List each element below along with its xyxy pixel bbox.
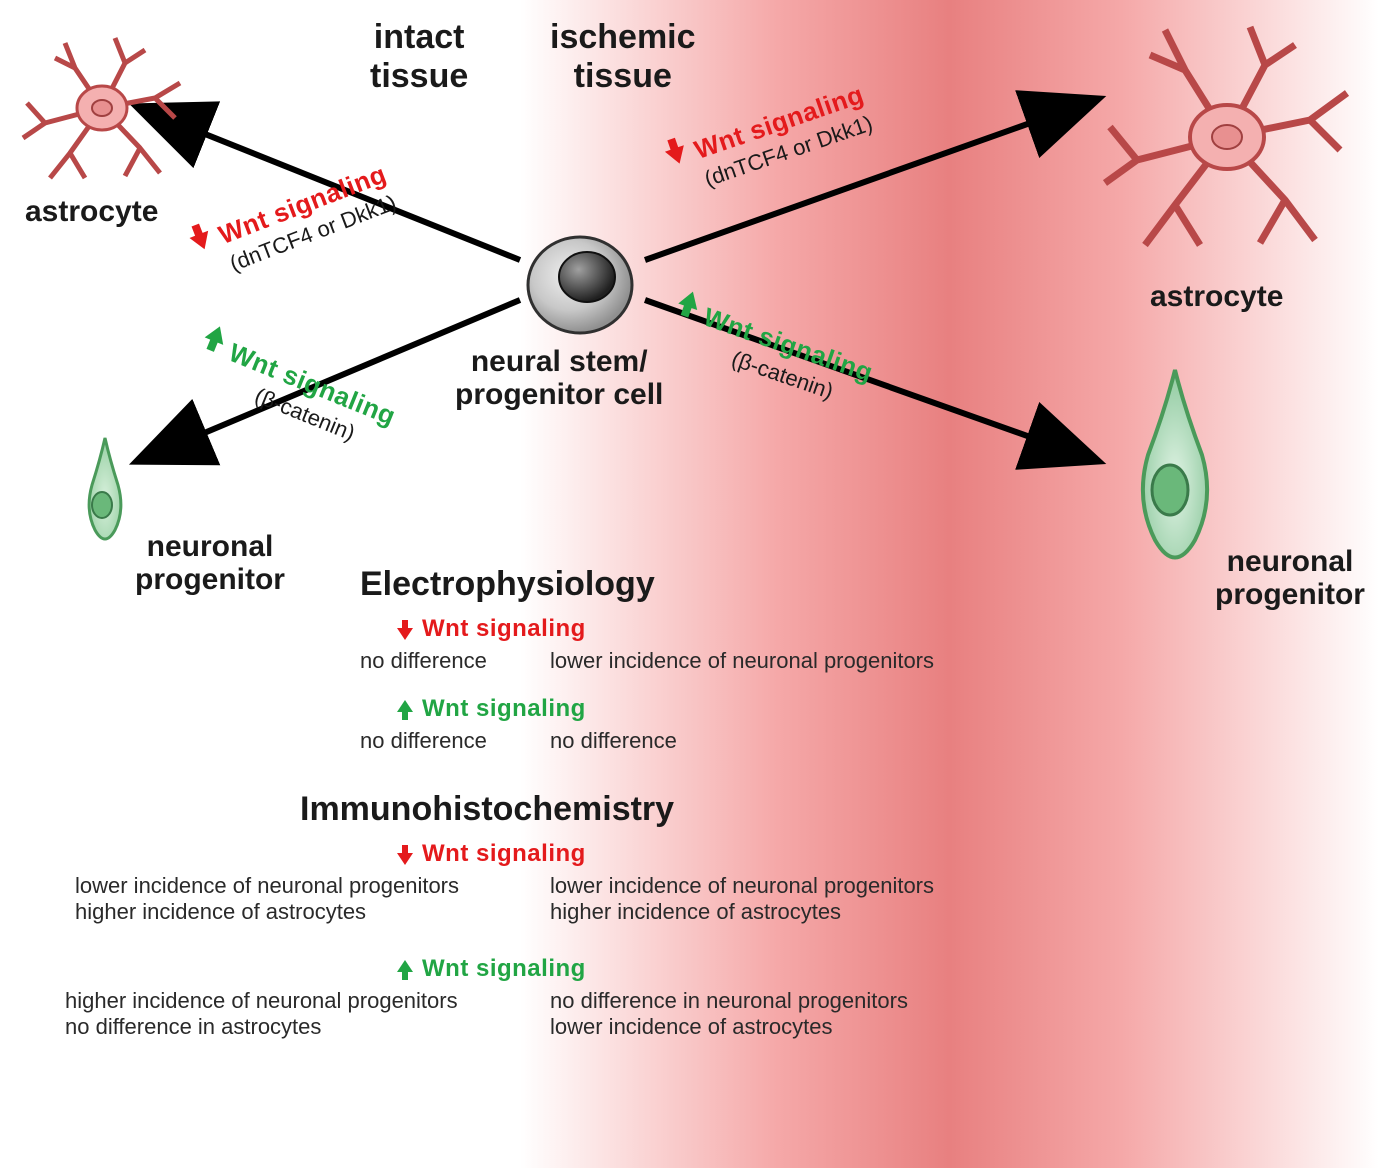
neuron-left-label: neuronal progenitor: [135, 530, 285, 596]
ihc-row2-wnt: Wnt signaling: [422, 955, 586, 983]
ep-row2-wnt: Wnt signaling: [422, 695, 586, 723]
astrocyte-left-label: astrocyte: [25, 195, 158, 228]
electrophysiology-title: Electrophysiology: [360, 565, 655, 604]
ep-row1-left: no difference: [360, 648, 487, 674]
neuron-right-label: neuronal progenitor: [1215, 545, 1365, 611]
down-arrow-icon: [395, 618, 415, 642]
up-arrow-icon: [395, 698, 415, 722]
astrocyte-right-label: astrocyte: [1150, 280, 1283, 313]
down-arrow-icon: [395, 843, 415, 867]
ihc-row1-right: lower incidence of neuronal progenitors …: [550, 873, 934, 925]
up-arrow-icon: [395, 958, 415, 982]
astrocyte-left-illustration: [15, 28, 190, 188]
astrocyte-right-illustration: [1095, 15, 1360, 260]
ihc-row1-wnt: Wnt signaling: [422, 840, 586, 868]
neural-stem-cell-label: neural stem/ progenitor cell: [455, 345, 663, 411]
ihc-row2-right: no difference in neuronal progenitors lo…: [550, 988, 908, 1040]
ep-row1-right: lower incidence of neuronal progenitors: [550, 648, 934, 674]
ep-row2-left: no difference: [360, 728, 487, 754]
ihc-row1-left: lower incidence of neuronal progenitors …: [75, 873, 459, 925]
ihc-row2-left: higher incidence of neuronal progenitors…: [65, 988, 458, 1040]
ischemic-tissue-header: ischemic tissue: [550, 18, 696, 96]
intact-tissue-header: intact tissue: [370, 18, 468, 96]
ep-row1-wnt: Wnt signaling: [422, 615, 586, 643]
ep-row2-right: no difference: [550, 728, 677, 754]
immunohistochemistry-title: Immunohistochemistry: [300, 790, 674, 829]
